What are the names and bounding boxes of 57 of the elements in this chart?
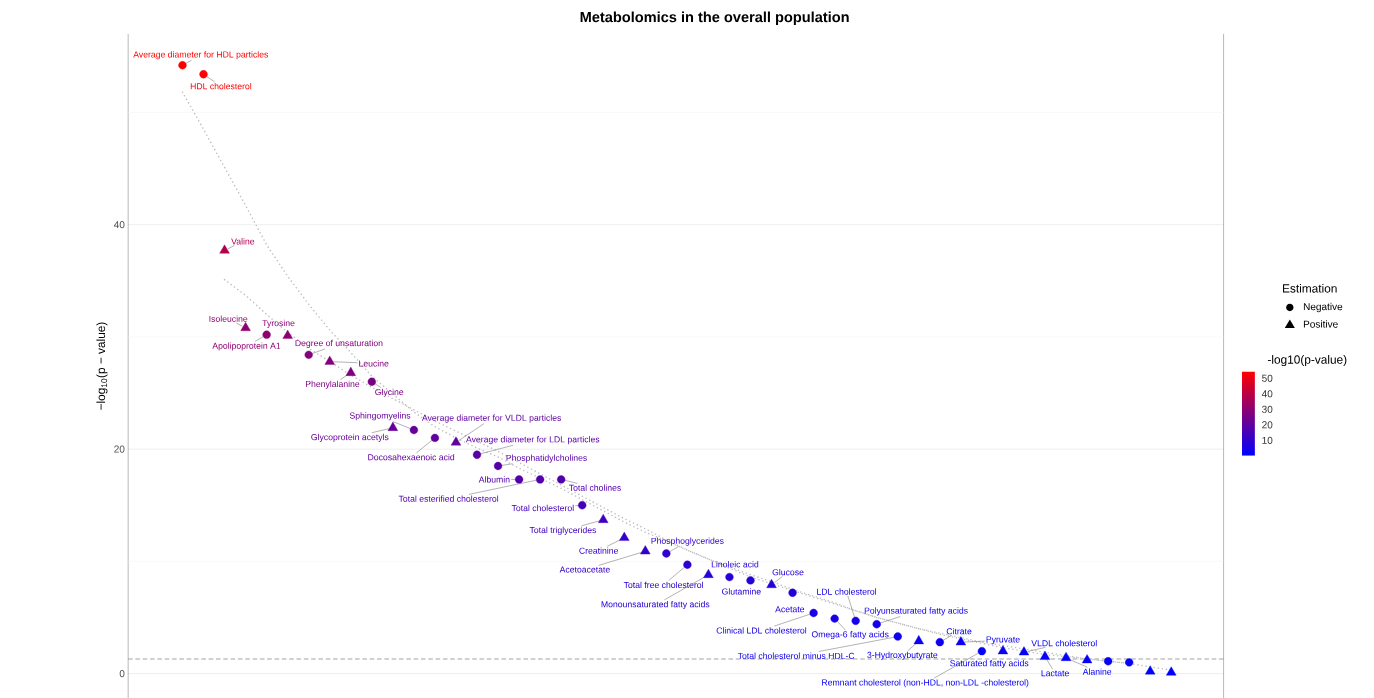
text: Positive — [1303, 320, 1338, 328]
annotation: Clinical LDL cholesterol — [716, 627, 807, 634]
annotation: Valine — [231, 237, 255, 245]
legend-title: Estimation — [1283, 283, 1337, 293]
color-bar-label: 30 — [1262, 405, 1273, 413]
annotation: Albumin — [478, 476, 510, 483]
annotation: Total cholesterol minus HDL-C — [737, 652, 855, 659]
annotation: Total triglycerides — [529, 526, 597, 535]
annotation: Total cholesterol — [511, 504, 574, 512]
annotation: Total cholines — [568, 484, 621, 491]
color-bar-label: 40 — [1261, 390, 1273, 398]
annotation: Apolipoprotein A1 — [212, 342, 281, 351]
annotation: VLDL cholesterol — [1031, 639, 1097, 647]
text: Negative — [1303, 302, 1343, 313]
annotation: Total free cholesterol — [623, 581, 703, 588]
annotation: Glucose — [772, 568, 804, 576]
color-bar-label: 20 — [1262, 421, 1273, 429]
annotation: 3-Hydroxybutyrate — [867, 651, 938, 660]
annotation: Creatinine — [579, 547, 618, 554]
annotation: Phenylalanine — [305, 380, 360, 389]
annotation: Monounsaturated fatty acids — [601, 600, 710, 609]
color-bar-label: 50 — [1262, 374, 1273, 382]
annotation: Leucine — [359, 360, 389, 367]
annotation: Glycine — [375, 388, 404, 397]
annotation: Total esterified cholesterol — [398, 495, 499, 502]
y-tick-label: 0 — [119, 669, 125, 677]
y-tick-label: 20 — [114, 445, 125, 453]
annotation: Citrate — [946, 627, 972, 635]
annotation: Phosphatidylcholines — [506, 454, 587, 463]
annotation: Glutamine — [722, 588, 761, 595]
annotation: Remnant cholesterol (non-HDL, non-LDL -cholesterol) — [822, 679, 1029, 688]
annotation: Acetoacetate — [559, 566, 610, 573]
annotation: Average diameter for HDL particles — [133, 51, 269, 60]
annotation: Isoleucine — [209, 315, 248, 322]
annotation: Pyruvate — [986, 636, 1020, 645]
annotation: Saturated fatty acids — [950, 659, 1029, 668]
annotation: Alanine — [1082, 668, 1112, 675]
annotation: Phosphoglycerides — [651, 537, 724, 546]
annotation: Sphingomyelins — [349, 412, 411, 421]
annotation: Average diameter for LDL particles — [466, 435, 600, 444]
annotation: Docosahexaenoic acid — [368, 453, 455, 461]
annotation: Linoleic acid — [711, 560, 759, 568]
y-tick-label: 40 — [113, 220, 125, 229]
annotation: Lactate — [1041, 670, 1069, 677]
y-axis-title: −log$_{10}$(p − value) — [96, 322, 108, 410]
annotation: HDL cholesterol — [190, 82, 252, 90]
annotation: Omega-6 fatty acids — [811, 630, 889, 639]
annotation: LDL cholesterol — [817, 588, 877, 595]
annotation: Glycoprotein acetyls — [311, 433, 389, 442]
color-bar-label: 10 — [1262, 436, 1273, 444]
annotation: Average diameter for VLDL particles — [421, 414, 562, 423]
annotation: Tyrosine — [262, 319, 295, 328]
annotation: Acetate — [775, 606, 805, 613]
chart-title: Metabolomics in the overall population — [580, 11, 849, 25]
annotation: Polyunsaturated fatty acids — [864, 607, 968, 616]
color-bar-title: -log10(p-value) — [1267, 354, 1347, 366]
annotation: Degree of unsaturation — [295, 339, 383, 348]
